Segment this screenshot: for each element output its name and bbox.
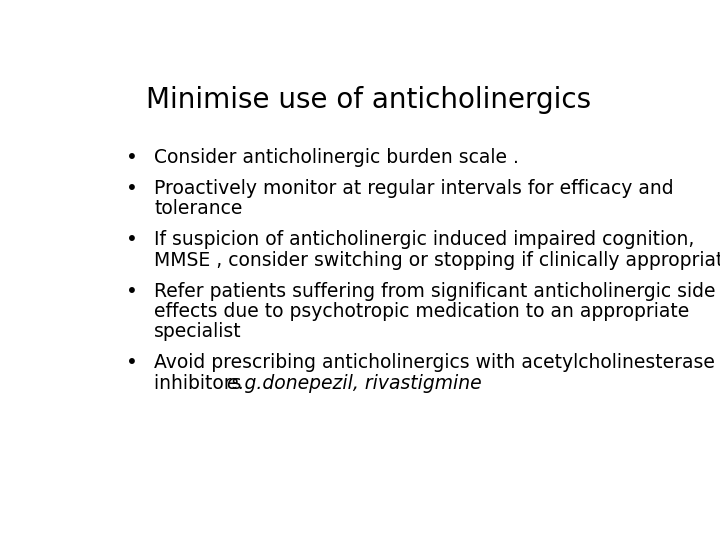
Text: •: • (126, 282, 138, 301)
Text: If suspicion of anticholinergic induced impaired cognition,: If suspicion of anticholinergic induced … (154, 230, 695, 249)
Text: specialist: specialist (154, 322, 242, 341)
Text: Proactively monitor at regular intervals for efficacy and: Proactively monitor at regular intervals… (154, 179, 674, 198)
Text: Consider anticholinergic burden scale .: Consider anticholinergic burden scale . (154, 148, 519, 167)
Text: •: • (126, 230, 138, 249)
Text: Minimise use of anticholinergics: Minimise use of anticholinergics (146, 85, 592, 113)
Text: •: • (126, 353, 138, 372)
Text: Refer patients suffering from significant anticholinergic side: Refer patients suffering from significan… (154, 282, 716, 301)
Text: •: • (126, 179, 138, 198)
Text: tolerance: tolerance (154, 199, 243, 218)
Text: MMSE , consider switching or stopping if clinically appropriate: MMSE , consider switching or stopping if… (154, 251, 720, 269)
Text: Avoid prescribing anticholinergics with acetylcholinesterase: Avoid prescribing anticholinergics with … (154, 353, 715, 372)
Text: inhibitors: inhibitors (154, 374, 248, 393)
Text: •: • (126, 148, 138, 167)
Text: effects due to psychotropic medication to an appropriate: effects due to psychotropic medication t… (154, 302, 690, 321)
Text: e.g.donepezil, rivastigmine: e.g.donepezil, rivastigmine (227, 374, 481, 393)
